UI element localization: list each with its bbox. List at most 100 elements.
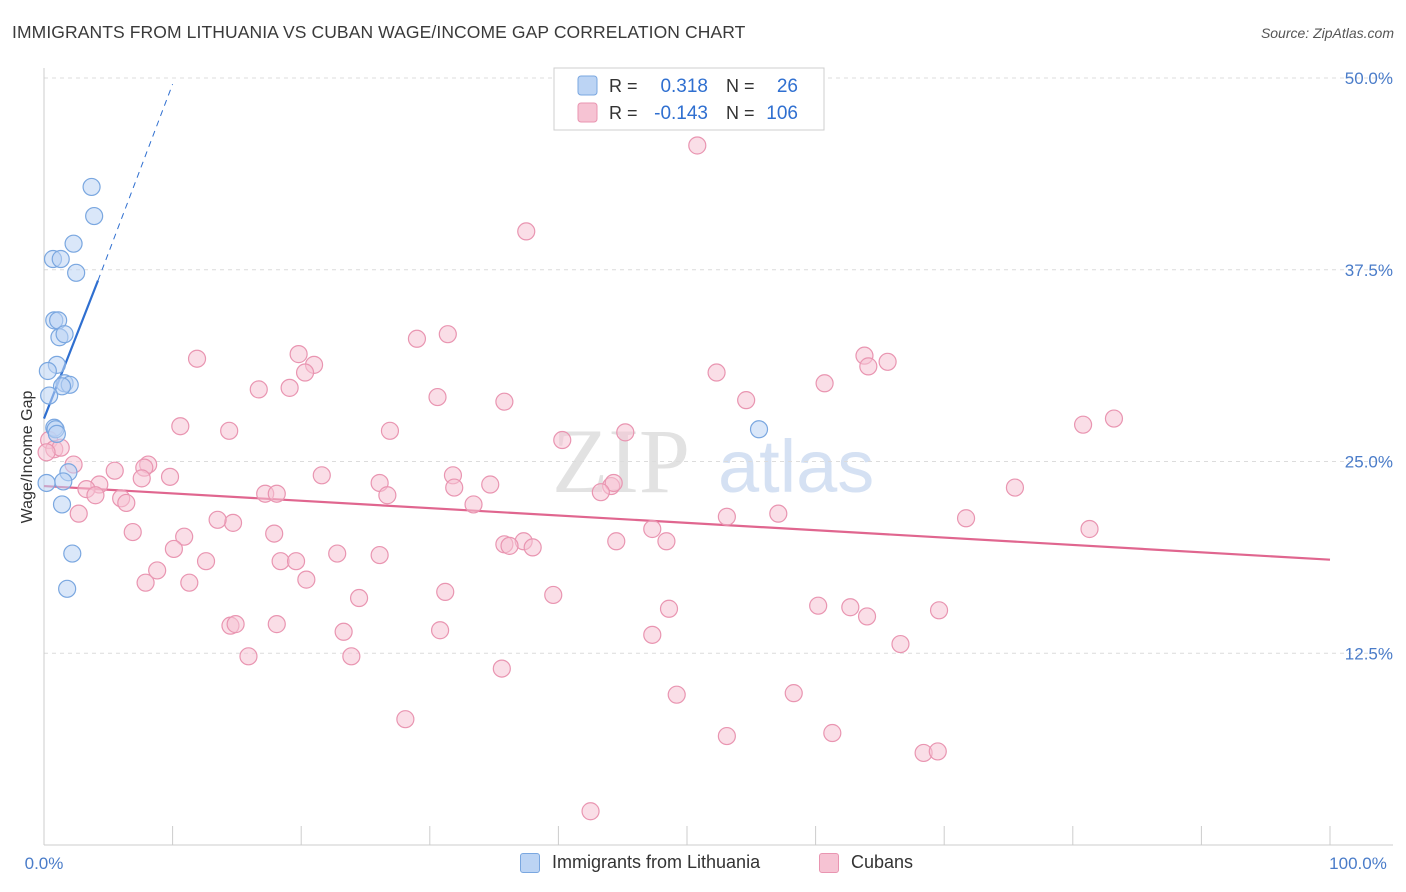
cubans-point-83 xyxy=(809,596,828,615)
cubans-point-52 xyxy=(591,483,610,502)
cubans-point-51 xyxy=(604,473,623,493)
cubans-point-1 xyxy=(517,222,536,241)
stats-legend: R = 0.318 N = 26 R = -0.143 N = 106 xyxy=(553,67,825,131)
cubans-point-39 xyxy=(445,478,464,497)
cubans-point-18 xyxy=(1104,409,1124,428)
cubans-point-13 xyxy=(249,380,268,399)
cubans-point-87 xyxy=(857,607,877,626)
cubans-point-76 xyxy=(148,561,167,580)
legend-swatch-lithuania xyxy=(577,75,598,96)
cubans-point-14 xyxy=(280,378,299,397)
legend-label-lithuania: Immigrants from Lithuania xyxy=(552,852,761,872)
lithuania-trend-extension xyxy=(97,83,174,281)
cubans-point-5 xyxy=(187,349,207,368)
legend-n-label-2: N = xyxy=(726,103,755,123)
lithuania-point-0 xyxy=(82,177,101,197)
cubans-point-32 xyxy=(105,461,124,480)
cubans-point-74 xyxy=(286,552,306,571)
cubans-point-103 xyxy=(928,742,947,761)
lithuania-point-5 xyxy=(67,263,86,282)
cubans-points xyxy=(37,136,1124,821)
cubans-point-65 xyxy=(607,532,626,551)
cubans-point-22 xyxy=(380,421,400,440)
cubans-point-28 xyxy=(37,443,56,462)
cubans-point-68 xyxy=(523,538,542,557)
cubans-point-35 xyxy=(132,469,151,488)
cubans-point-16 xyxy=(495,392,514,411)
watermark-atlas: atlas xyxy=(718,425,874,508)
cubans-point-88 xyxy=(267,615,286,634)
cubans-point-8 xyxy=(878,352,897,371)
y-tick-label-0: 12.5% xyxy=(1345,644,1393,663)
y-tick-label-2: 37.5% xyxy=(1345,261,1393,280)
cubans-point-96 xyxy=(492,659,511,678)
y-axis-tick-labels: 12.5% 25.0% 37.5% 50.0% xyxy=(1345,69,1393,663)
cubans-point-81 xyxy=(349,588,369,608)
cubans-point-44 xyxy=(378,486,397,505)
cubans-point-7 xyxy=(859,357,878,376)
cubans-point-0 xyxy=(688,136,707,155)
cubans-point-20 xyxy=(171,417,190,436)
lithuania-point-21 xyxy=(52,495,72,514)
cubans-point-91 xyxy=(430,621,450,640)
lithuania-point-19 xyxy=(54,472,73,491)
cubans-point-11 xyxy=(707,363,726,382)
legend-r-value-1: 0.318 xyxy=(660,76,708,97)
cubans-point-21 xyxy=(220,421,239,440)
legend-n-value-1: 26 xyxy=(777,76,798,97)
cubans-point-53 xyxy=(769,504,788,523)
legend-r-value-2: -0.143 xyxy=(654,103,708,124)
lithuania-point-22 xyxy=(63,544,82,563)
lithuania-point-1 xyxy=(85,206,104,226)
cubans-point-101 xyxy=(823,723,842,743)
x-tick-label-max: 100.0% xyxy=(1329,854,1387,873)
cubans-point-43 xyxy=(267,484,286,503)
series-legend: Immigrants from Lithuania Cubans xyxy=(0,852,1406,878)
cubans-point-61 xyxy=(265,524,284,543)
cubans-point-19 xyxy=(1073,415,1093,434)
cubans-point-2 xyxy=(438,325,457,344)
cubans-point-99 xyxy=(396,710,415,729)
legend-item-cubans: Cubans xyxy=(819,852,913,873)
cubans-point-58 xyxy=(208,510,227,529)
lithuania-point-25 xyxy=(47,424,66,443)
cubans-point-79 xyxy=(297,570,316,589)
cubans-point-56 xyxy=(69,504,88,523)
cubans-point-93 xyxy=(891,634,910,654)
cubans-point-104 xyxy=(581,802,600,821)
cubans-point-98 xyxy=(784,684,803,703)
cubans-point-36 xyxy=(160,467,180,486)
source-label: Source: ZipAtlas.com xyxy=(1260,25,1394,41)
cubans-point-50 xyxy=(464,495,483,514)
cubans-point-54 xyxy=(717,507,736,526)
cubans-point-71 xyxy=(370,545,389,565)
cubans-point-84 xyxy=(659,599,679,618)
legend-label-cubans: Cubans xyxy=(851,852,914,872)
cubans-point-63 xyxy=(175,527,194,546)
cubans-point-85 xyxy=(929,601,949,620)
cubans-point-37 xyxy=(481,475,500,494)
cubans-point-70 xyxy=(164,539,183,559)
cubans-point-78 xyxy=(180,573,199,592)
cubans-point-73 xyxy=(271,552,290,571)
legend-item-lithuania: Immigrants from Lithuania xyxy=(520,852,760,873)
lithuania-point-9 xyxy=(55,325,74,344)
cubans-point-49 xyxy=(117,493,136,513)
lithuania-point-2 xyxy=(64,234,83,253)
cubans-point-10 xyxy=(295,363,315,382)
lithuania-points xyxy=(37,177,769,598)
x-tick-label-min: 0.0% xyxy=(25,854,64,873)
chart-title: IMMIGRANTS FROM LITHUANIA VS CUBAN WAGE/… xyxy=(12,22,746,42)
lithuania-point-11 xyxy=(38,361,57,381)
y-axis-label: Wage/Income Gap xyxy=(19,391,36,524)
legend-n-label-1: N = xyxy=(726,76,755,96)
cubans-point-4 xyxy=(289,345,308,364)
cubans-point-24 xyxy=(553,430,572,450)
y-tick-label-1: 25.0% xyxy=(1345,453,1393,472)
cubans-point-80 xyxy=(436,582,455,601)
cubans-point-100 xyxy=(717,726,736,746)
cubans-point-105 xyxy=(226,615,245,634)
lithuania-point-14 xyxy=(52,377,72,396)
cubans-point-95 xyxy=(342,647,361,666)
lithuania-point-23 xyxy=(58,579,77,598)
